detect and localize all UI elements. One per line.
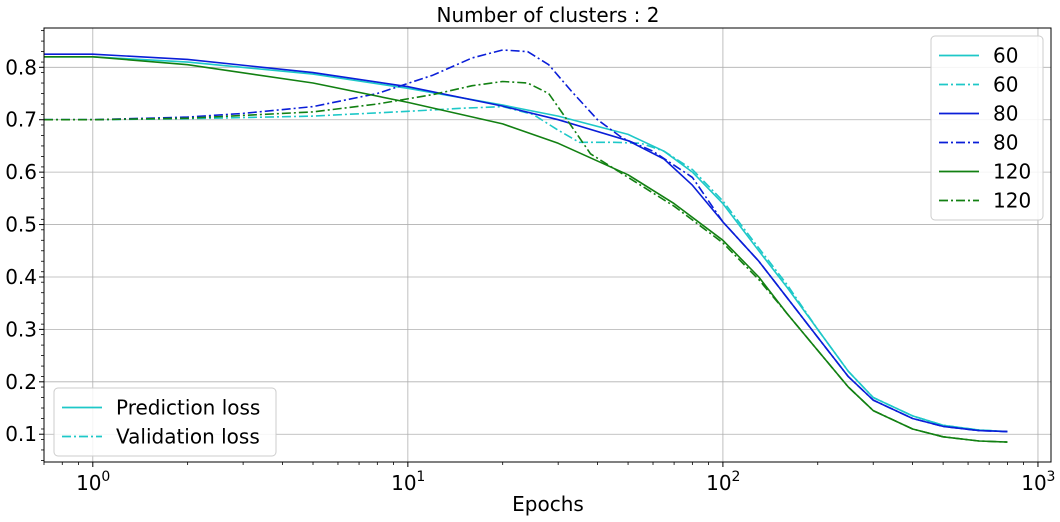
series-line-60-dashdot xyxy=(44,105,1008,433)
x-axis-ticks: 10 0 10 1 10 2 10 3 xyxy=(76,462,1055,495)
series-layer xyxy=(44,49,1008,443)
legend-label: 120 xyxy=(993,189,1031,213)
x-tick-label-exponent: 0 xyxy=(101,469,110,485)
x-tick-label-base: 10 xyxy=(1021,471,1046,495)
plot-frame xyxy=(43,27,1052,463)
legend-label: Validation loss xyxy=(116,425,260,449)
y-tick-label: 0.2 xyxy=(5,370,37,394)
y-axis-ticks: 0.1 0.2 0.3 0.4 0.5 0.6 0.7 0.8 xyxy=(5,55,44,446)
series-line-80-solid xyxy=(44,53,1008,433)
x-tick-label-base: 10 xyxy=(706,471,731,495)
legend-box xyxy=(53,387,277,457)
legend-label: 120 xyxy=(993,160,1031,184)
y-tick-label: 0.3 xyxy=(5,317,37,341)
series-line-80-dashdot xyxy=(44,49,1008,433)
y-tick-label: 0.7 xyxy=(5,108,37,132)
series-line-120-dashdot xyxy=(44,80,1008,443)
x-tick-label-exponent: 3 xyxy=(1046,469,1055,485)
x-tick-label-exponent: 2 xyxy=(731,469,740,485)
legend-label: 60 xyxy=(993,73,1018,97)
legend-label: 80 xyxy=(993,102,1018,126)
y-tick-label: 0.6 xyxy=(5,160,37,184)
x-axis-label: Epochs xyxy=(512,492,584,516)
legend-series: 60 60 80 80 120 120 xyxy=(930,35,1044,221)
x-tick-label-base: 10 xyxy=(76,471,101,495)
legend-label: Prediction loss xyxy=(116,396,260,420)
y-tick-label: 0.1 xyxy=(5,422,37,446)
x-tick-label-base: 10 xyxy=(391,471,416,495)
legend-box xyxy=(930,35,1044,221)
y-tick-label: 0.5 xyxy=(5,213,37,237)
y-tick-label: 0.4 xyxy=(5,265,37,289)
legend-loss: Prediction loss Validation loss xyxy=(53,387,277,457)
legend-label: 80 xyxy=(993,131,1018,155)
series-line-120-solid xyxy=(44,56,1008,443)
chart-title: Number of clusters : 2 xyxy=(437,3,660,27)
y-tick-label: 0.8 xyxy=(5,55,37,79)
x-tick-label-exponent: 1 xyxy=(416,469,425,485)
legend-label: 60 xyxy=(993,44,1018,68)
